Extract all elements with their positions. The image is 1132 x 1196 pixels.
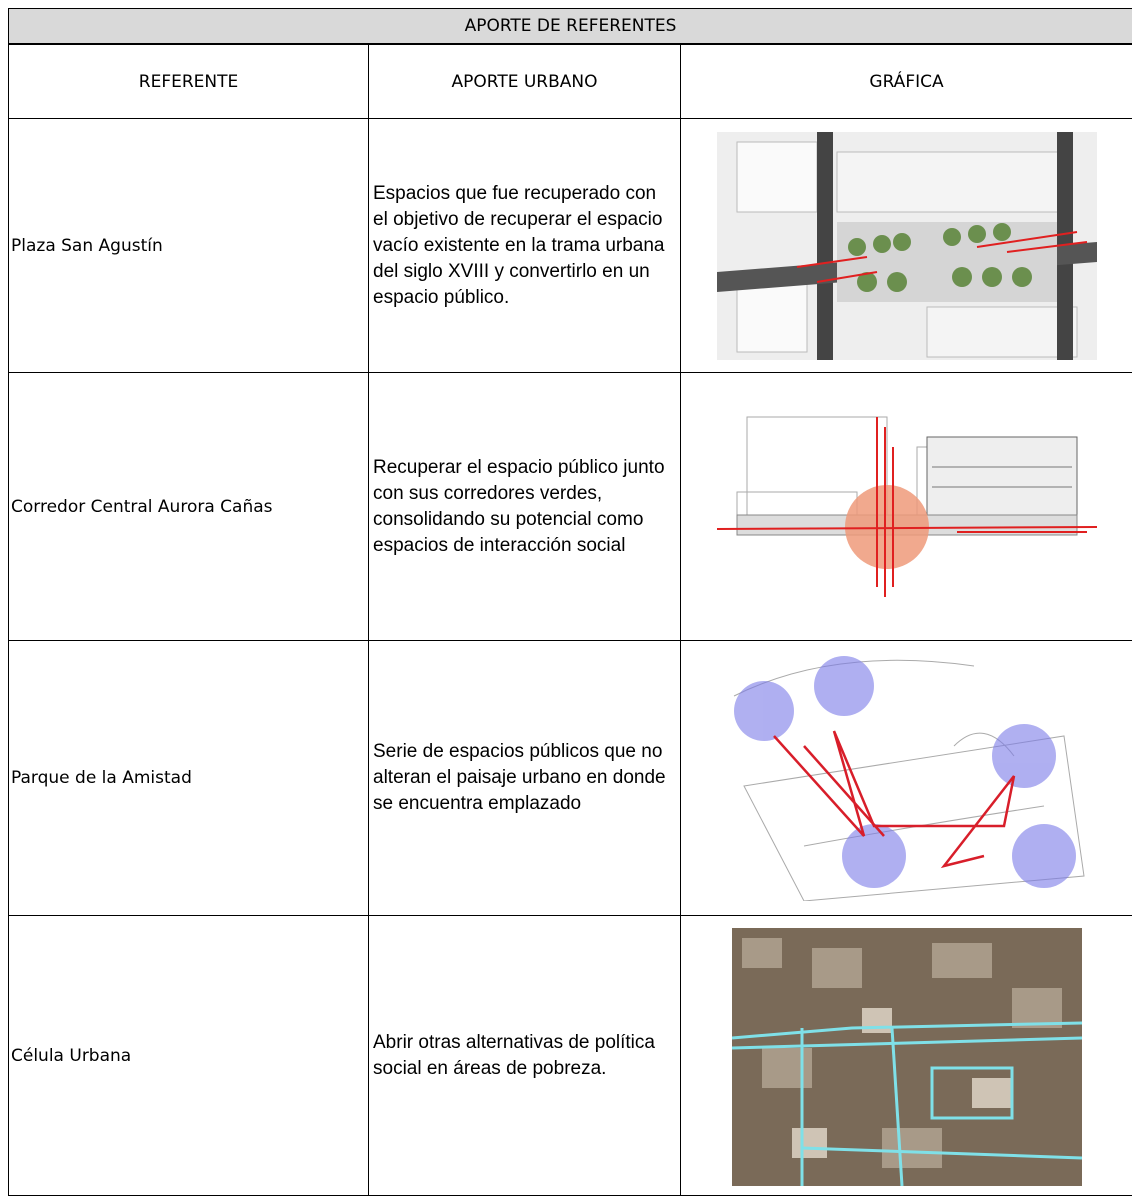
reference-description: Serie de espacios públicos que no altera… <box>369 641 681 916</box>
graphic-cell <box>681 373 1132 641</box>
reference-name: Corredor Central Aurora Cañas <box>9 373 369 641</box>
plaza-graphic <box>717 132 1097 360</box>
reference-name: Parque de la Amistad <box>9 641 369 916</box>
header-cell: APORTE URBANO <box>369 44 681 119</box>
graphic-cell <box>681 119 1132 373</box>
header-cell: REFERENTE <box>9 44 369 119</box>
reference-description: Abrir otras alternativas de política soc… <box>369 916 681 1196</box>
reference-name: Célula Urbana <box>9 916 369 1196</box>
reference-description: Espacios que fue recuperado con el objet… <box>369 119 681 373</box>
references-table: APORTE DE REFERENTES REFERENTE APORTE UR… <box>8 8 1132 1196</box>
cell-graphic <box>732 928 1082 1186</box>
park-graphic <box>714 656 1099 901</box>
graphic-cell <box>681 916 1132 1196</box>
corridor-graphic <box>717 407 1097 607</box>
reference-name: Plaza San Agustín <box>9 119 369 373</box>
graphic-cell <box>681 641 1132 916</box>
reference-description: Recuperar el espacio público junto con s… <box>369 373 681 641</box>
header-cell: GRÁFICA <box>681 44 1132 119</box>
table-title: APORTE DE REFERENTES <box>9 9 1132 45</box>
